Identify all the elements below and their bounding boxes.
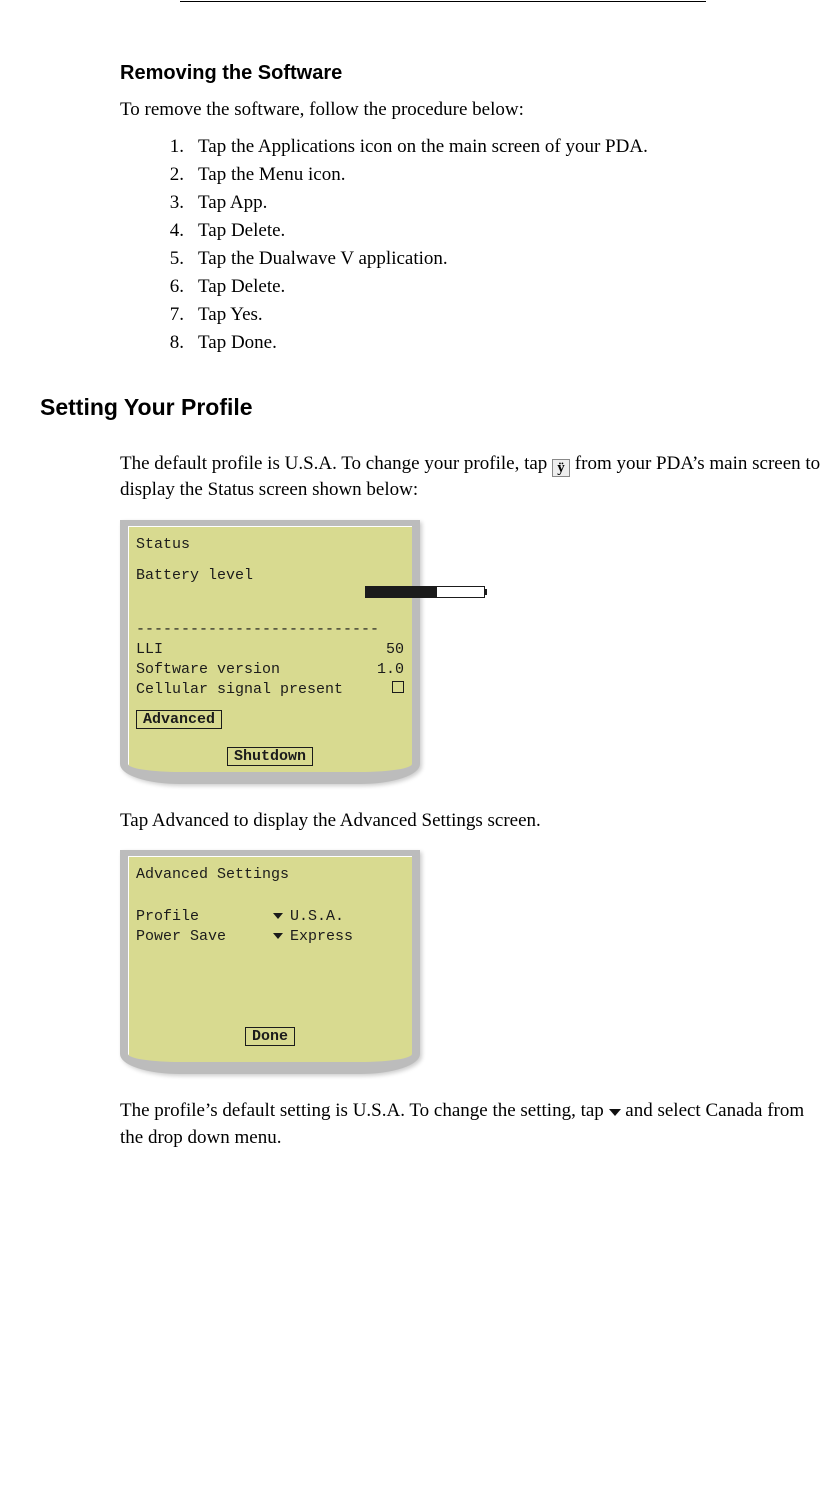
profile-intro-before: The default profile is U.S.A. To change …	[120, 453, 552, 474]
list-number: 1.	[150, 136, 198, 158]
status-row: Software version 1.0	[136, 661, 404, 678]
status-row-value: 1.0	[377, 661, 404, 678]
list-item: 8.Tap Done.	[150, 332, 826, 354]
dropdown-icon	[609, 1109, 621, 1116]
status-screen: Status Battery level -------------------…	[120, 520, 420, 784]
list-number: 4.	[150, 220, 198, 242]
advanced-row: Profile U.S.A.	[136, 908, 404, 925]
list-item: 3.Tap App.	[150, 192, 826, 214]
list-item: 7.Tap Yes.	[150, 304, 826, 326]
list-number: 8.	[150, 332, 198, 354]
list-number: 2.	[150, 164, 198, 186]
list-item: 6.Tap Delete.	[150, 276, 826, 298]
heading-removing-software: Removing the Software	[120, 62, 826, 85]
list-number: 6.	[150, 276, 198, 298]
list-number: 7.	[150, 304, 198, 326]
step-text: Tap Delete.	[198, 220, 285, 242]
status-row-label: LLI	[136, 641, 163, 658]
advanced-settings-screen: Advanced Settings Profile U.S.A. Power S…	[120, 850, 420, 1074]
step-text: Tap Done.	[198, 332, 277, 354]
advanced-row-value: Express	[290, 928, 404, 945]
list-item: 1.Tap the Applications icon on the main …	[150, 136, 826, 158]
battery-label: Battery level	[136, 567, 253, 618]
dropdown-icon[interactable]	[273, 933, 283, 939]
app-y-icon: ÿ	[552, 459, 570, 477]
header-rule	[180, 0, 706, 2]
profile-intro: The default profile is U.S.A. To change …	[120, 451, 826, 504]
list-item: 2.Tap the Menu icon.	[150, 164, 826, 186]
battery-meter	[253, 567, 487, 618]
step-text: Tap Yes.	[198, 304, 263, 326]
list-item: 5.Tap the Dualwave V application.	[150, 248, 826, 270]
removing-steps-list: 1.Tap the Applications icon on the main …	[150, 136, 826, 354]
closing-text: The profile’s default setting is U.S.A. …	[120, 1098, 826, 1151]
tap-advanced-text: Tap Advanced to display the Advanced Set…	[120, 808, 826, 835]
advanced-row: Power Save Express	[136, 928, 404, 945]
step-text: Tap App.	[198, 192, 267, 214]
closing-before: The profile’s default setting is U.S.A. …	[120, 1100, 609, 1121]
list-item: 4.Tap Delete.	[150, 220, 826, 242]
status-row-label: Software version	[136, 661, 280, 678]
dropdown-icon[interactable]	[273, 913, 283, 919]
cell-signal-label: Cellular signal present	[136, 681, 343, 698]
list-number: 3.	[150, 192, 198, 214]
advanced-row-label: Profile	[136, 908, 266, 925]
status-row: LLI 50	[136, 641, 404, 658]
removing-intro: To remove the software, follow the proce…	[120, 97, 826, 124]
advanced-row-label: Power Save	[136, 928, 266, 945]
done-button[interactable]: Done	[245, 1027, 295, 1046]
cell-signal-row: Cellular signal present	[136, 681, 404, 698]
step-text: Tap the Menu icon.	[198, 164, 345, 186]
battery-row: Battery level	[136, 567, 404, 618]
step-text: Tap the Applications icon on the main sc…	[198, 136, 648, 158]
battery-fill	[366, 587, 437, 597]
status-title: Status	[136, 536, 404, 553]
advanced-title: Advanced Settings	[136, 866, 404, 883]
step-text: Tap Delete.	[198, 276, 285, 298]
list-number: 5.	[150, 248, 198, 270]
status-row-value: 50	[386, 641, 404, 658]
step-text: Tap the Dualwave V application.	[198, 248, 448, 270]
heading-setting-profile: Setting Your Profile	[40, 394, 826, 421]
status-divider: ---------------------------	[136, 621, 404, 638]
advanced-button[interactable]: Advanced	[136, 710, 222, 729]
cell-signal-checkbox[interactable]	[392, 681, 404, 693]
shutdown-button[interactable]: Shutdown	[227, 747, 313, 766]
advanced-row-value: U.S.A.	[290, 908, 404, 925]
